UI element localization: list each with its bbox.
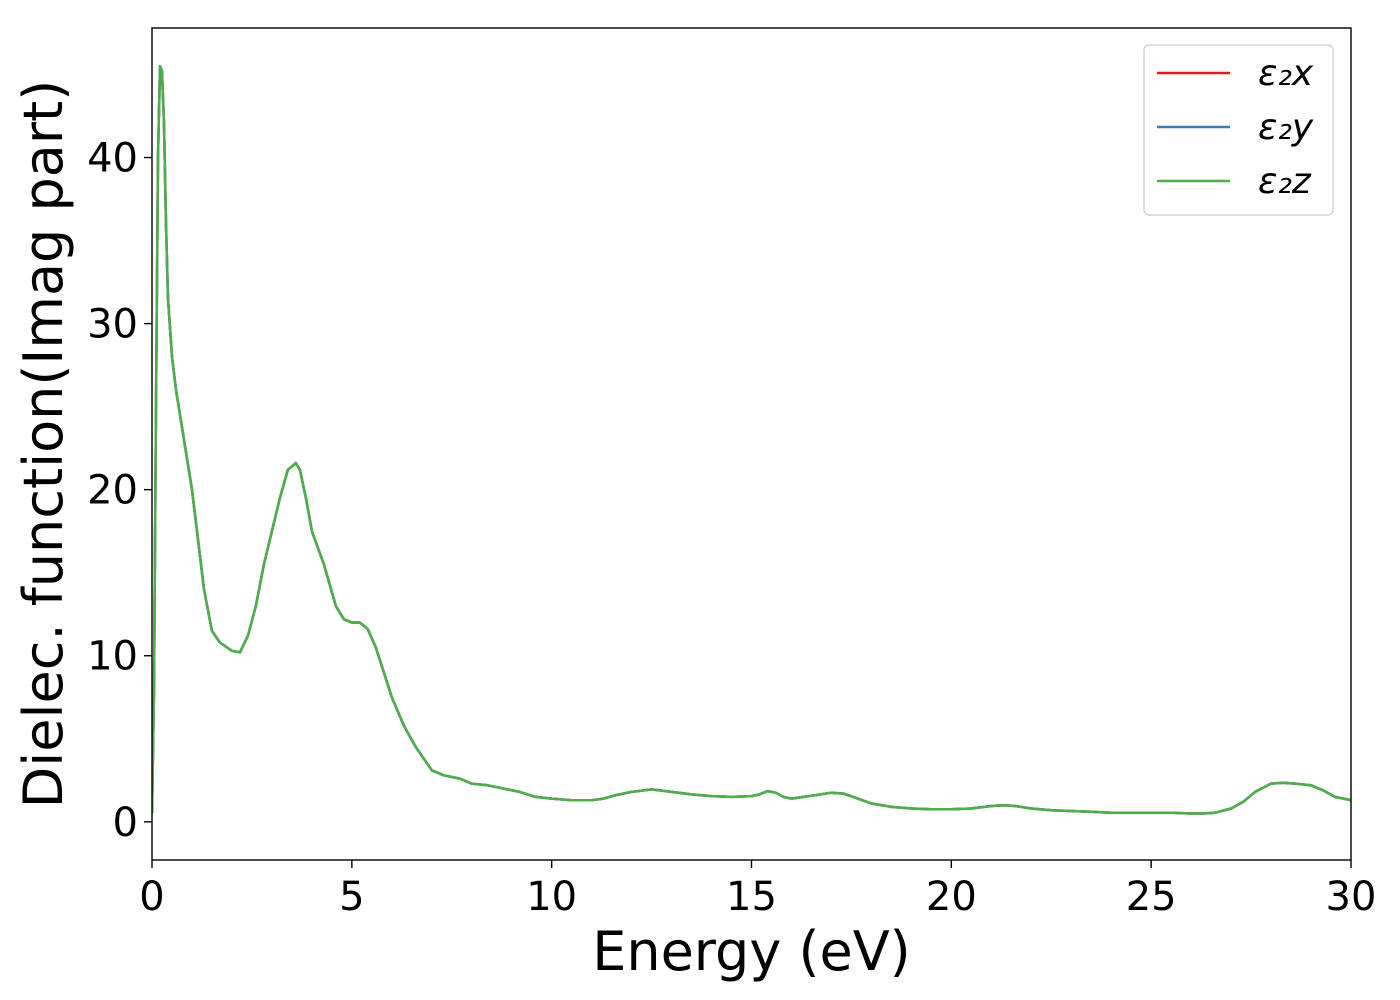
legend-label-3: ε₂z: [1258, 161, 1312, 202]
x-tick-label: 5: [339, 874, 364, 920]
x-tick-label: 10: [526, 874, 577, 920]
legend-label-1: ε₂x: [1258, 53, 1314, 94]
legend-box: [1143, 44, 1334, 216]
x-axis-title: Energy (eV): [592, 920, 911, 983]
x-tick-label: 30: [1326, 874, 1377, 920]
y-axis: 0 10 20 30 40: [87, 136, 152, 846]
legend-label-2: ε₂y: [1258, 107, 1314, 148]
x-tick-label: 25: [1126, 874, 1177, 920]
series-line-3: [152, 64, 1351, 815]
series-layer: [152, 64, 1351, 815]
x-tick-label: 20: [926, 874, 977, 920]
y-axis-title: Dielec. function(Imag part): [12, 80, 75, 809]
x-axis: 0 5 10 15 20 25 30: [139, 860, 1376, 920]
y-tick-label: 0: [113, 800, 138, 846]
y-tick-label: 30: [87, 302, 138, 348]
y-tick-label: 40: [87, 136, 138, 182]
y-tick-label: 10: [87, 634, 138, 680]
legend: ε₂x ε₂y ε₂z: [1143, 44, 1334, 216]
x-tick-label: 0: [139, 874, 164, 920]
y-tick-label: 20: [87, 468, 138, 514]
x-tick-label: 15: [726, 874, 777, 920]
